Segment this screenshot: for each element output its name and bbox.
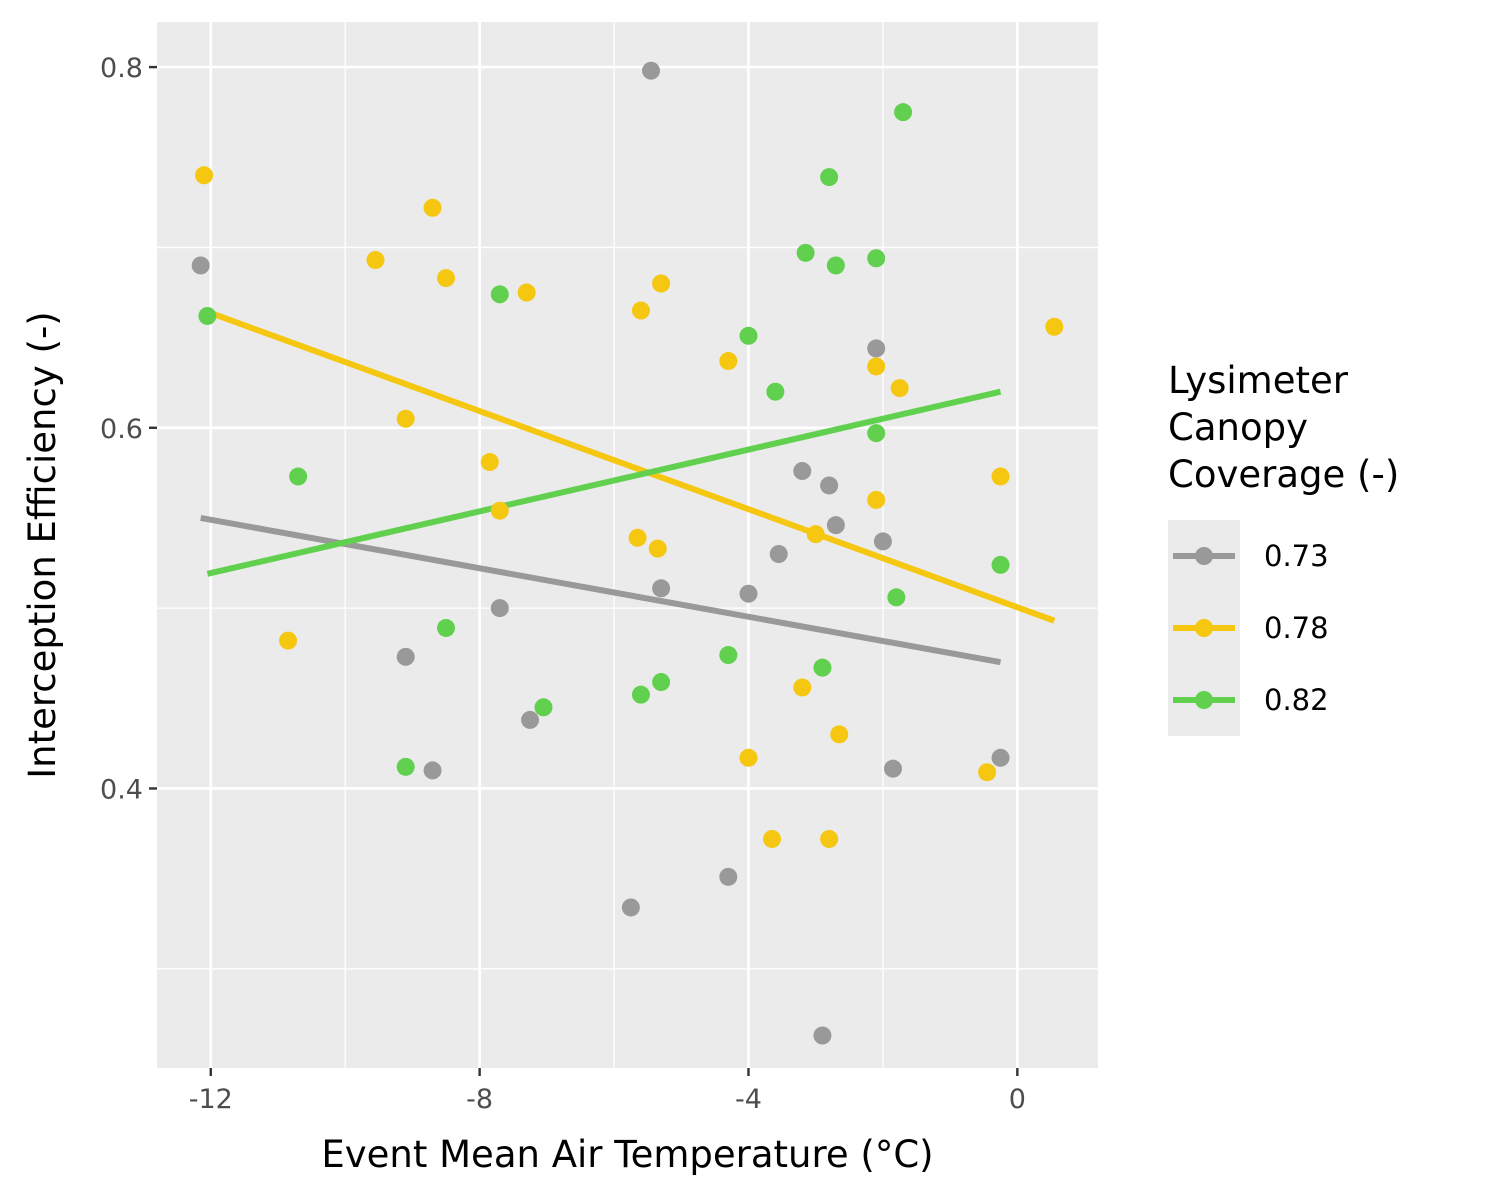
data-point-0.82: [534, 698, 553, 717]
data-point-0.82: [652, 673, 671, 692]
panel-background: [157, 22, 1098, 1068]
data-point-0.82: [796, 243, 815, 262]
y-tick-label: 0.4: [100, 774, 143, 805]
trend-line-0.78: [203, 307, 1056, 624]
data-point-0.78: [719, 352, 738, 371]
data-point-0.82: [490, 285, 509, 304]
data-point-0.78: [867, 357, 886, 376]
data-point-0.73: [867, 339, 886, 358]
legend-label-0.73: 0.73: [1264, 539, 1329, 573]
data-point-0.78: [423, 198, 442, 217]
data-point-0.73: [883, 759, 902, 778]
data-point-0.82: [289, 467, 308, 486]
data-point-0.78: [793, 678, 812, 697]
legend-title-line: Canopy: [1168, 406, 1308, 449]
data-point-0.82: [894, 103, 913, 122]
data-point-0.82: [631, 685, 650, 704]
data-point-0.78: [830, 725, 849, 744]
legend-key-point-0.78: [1195, 619, 1213, 637]
data-point-0.78: [806, 525, 825, 544]
y-tick-label: 0.8: [100, 53, 143, 84]
x-tick-label: -8: [466, 1084, 493, 1115]
data-point-0.73: [642, 61, 661, 80]
axes: -12 -8 -4 0 0.4 0.6 0.8: [100, 53, 1026, 1115]
data-point-0.78: [517, 283, 536, 302]
data-point-0.73: [652, 579, 671, 598]
data-point-0.78: [648, 539, 667, 558]
data-point-0.78: [978, 763, 997, 782]
data-point-0.82: [887, 588, 906, 607]
legend-label-0.82: 0.82: [1264, 683, 1329, 717]
data-point-0.73: [423, 761, 442, 780]
data-point-0.73: [191, 256, 210, 275]
data-point-0.78: [1045, 317, 1064, 336]
data-point-0.73: [621, 898, 640, 917]
grid-major: [157, 22, 1098, 1068]
data-point-0.73: [991, 748, 1010, 767]
y-tick-label: 0.6: [100, 414, 143, 445]
data-point-0.82: [766, 382, 785, 401]
data-point-0.73: [820, 476, 839, 495]
data-point-0.73: [521, 710, 540, 729]
data-point-0.82: [719, 646, 738, 665]
data-point-0.73: [719, 867, 738, 886]
data-point-0.73: [873, 532, 892, 551]
data-point-0.82: [437, 618, 456, 637]
data-point-0.82: [826, 256, 845, 275]
data-point-0.78: [396, 409, 415, 428]
data-point-0.78: [991, 467, 1010, 486]
data-point-0.82: [867, 249, 886, 268]
data-point-0.78: [763, 829, 782, 848]
data-point-0.73: [739, 584, 758, 603]
data-point-0.78: [366, 251, 385, 270]
data-point-0.73: [813, 1026, 832, 1045]
data-point-0.73: [793, 462, 812, 481]
legend-label-0.78: 0.78: [1264, 611, 1329, 645]
data-point-0.78: [628, 528, 647, 547]
data-point-0.78: [279, 631, 298, 650]
data-point-0.82: [867, 424, 886, 443]
data-point-0.82: [198, 306, 217, 325]
legend-title-line: Lysimeter: [1168, 359, 1349, 402]
data-points: [191, 61, 1064, 1045]
data-point-0.73: [826, 516, 845, 535]
x-tick-label: -12: [189, 1084, 233, 1115]
data-point-0.82: [991, 555, 1010, 574]
data-point-0.82: [739, 326, 758, 345]
data-point-0.73: [490, 599, 509, 618]
x-tick-label: -4: [735, 1084, 762, 1115]
legend-key-point-0.73: [1195, 547, 1213, 565]
data-point-0.82: [813, 658, 832, 677]
legend-key-point-0.82: [1195, 691, 1213, 709]
data-point-0.78: [490, 501, 509, 520]
x-tick-label: 0: [1009, 1084, 1026, 1115]
x-axis-title: Event Mean Air Temperature (°C): [321, 1133, 933, 1176]
data-point-0.82: [820, 168, 839, 187]
data-point-0.78: [195, 166, 214, 185]
data-point-0.78: [890, 379, 909, 398]
data-point-0.78: [867, 490, 886, 509]
data-point-0.78: [631, 301, 650, 320]
y-axis-title: Interception Efficiency (-): [21, 311, 64, 778]
data-point-0.78: [652, 274, 671, 293]
trend-line-0.82: [206, 388, 1002, 577]
trend-lines: [200, 307, 1056, 666]
data-point-0.82: [396, 757, 415, 776]
data-point-0.78: [480, 453, 499, 472]
data-point-0.78: [437, 269, 456, 288]
data-point-0.73: [769, 545, 788, 564]
data-point-0.78: [820, 829, 839, 848]
legend-title-line: Coverage (-): [1168, 453, 1399, 496]
data-point-0.78: [739, 748, 758, 767]
data-point-0.73: [396, 647, 415, 666]
